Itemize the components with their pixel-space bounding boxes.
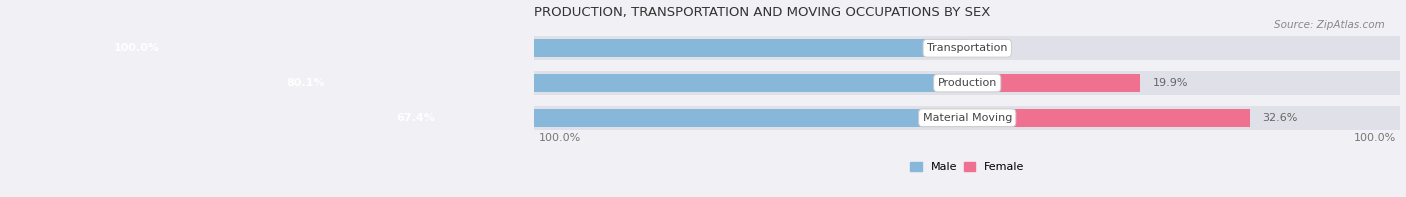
Text: Source: ZipAtlas.com: Source: ZipAtlas.com: [1274, 20, 1385, 30]
Text: 100.0%: 100.0%: [538, 133, 581, 143]
Text: 0.0%: 0.0%: [980, 43, 1008, 53]
Text: 67.4%: 67.4%: [396, 113, 434, 123]
Text: Transportation: Transportation: [927, 43, 1008, 53]
Bar: [534, 36, 1400, 60]
Legend: Male, Female: Male, Female: [905, 157, 1028, 177]
Bar: [384, 109, 967, 127]
Text: Production: Production: [938, 78, 997, 88]
Bar: [534, 106, 1400, 130]
Text: 80.1%: 80.1%: [287, 78, 325, 88]
Text: 100.0%: 100.0%: [114, 43, 160, 53]
Bar: [534, 71, 1400, 95]
Text: 100.0%: 100.0%: [1354, 133, 1396, 143]
Text: Material Moving: Material Moving: [922, 113, 1012, 123]
Text: 19.9%: 19.9%: [1153, 78, 1188, 88]
Text: 32.6%: 32.6%: [1263, 113, 1298, 123]
Bar: [967, 74, 1140, 92]
Bar: [967, 109, 1250, 127]
Bar: [273, 74, 967, 92]
Bar: [101, 39, 967, 57]
Text: PRODUCTION, TRANSPORTATION AND MOVING OCCUPATIONS BY SEX: PRODUCTION, TRANSPORTATION AND MOVING OC…: [534, 6, 990, 19]
